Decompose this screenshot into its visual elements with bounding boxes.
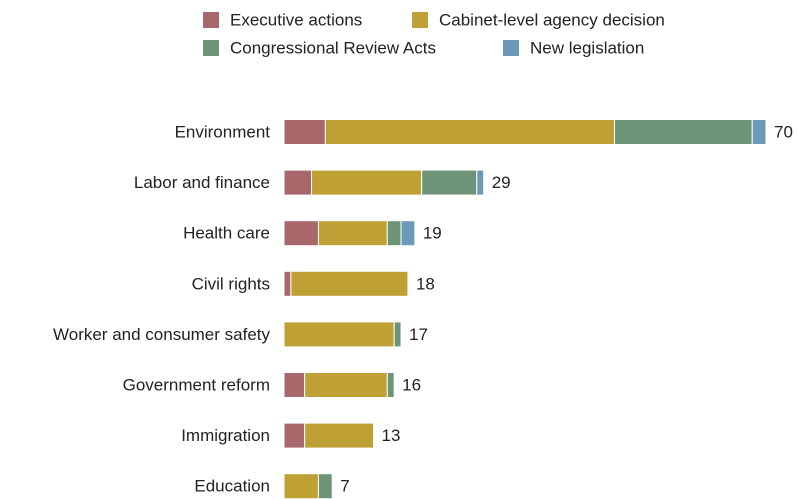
bar-segment [283, 220, 319, 247]
bar-segment [317, 473, 333, 499]
bar-segment [317, 220, 388, 247]
category-label: Health care [183, 224, 270, 243]
bar-segment [393, 321, 402, 348]
total-label: 13 [382, 426, 401, 445]
bar-segment [400, 220, 416, 247]
bar-segment [386, 220, 402, 247]
legend-swatch [412, 12, 428, 28]
bar-segment [614, 119, 753, 145]
bar-segment [386, 372, 395, 398]
bar-segment [283, 321, 395, 348]
category-label: Labor and finance [134, 173, 270, 192]
bar-segment [751, 119, 767, 145]
bar-segment [311, 169, 423, 196]
total-label: 7 [340, 477, 349, 496]
legend-swatch [503, 40, 519, 56]
bar-segment [283, 372, 306, 398]
legend-label: Congressional Review Acts [230, 38, 436, 57]
category-label: Government reform [123, 375, 270, 394]
legend-label: Cabinet-level agency decision [439, 10, 665, 29]
bar-segment [283, 422, 306, 449]
total-label: 70 [774, 122, 793, 141]
bar-segment [476, 169, 485, 196]
bar-segment [283, 473, 319, 499]
bar-segment [290, 270, 409, 297]
legend-swatch [203, 12, 219, 28]
total-label: 18 [416, 274, 435, 293]
bar-segment [421, 169, 478, 196]
category-label: Environment [175, 122, 271, 141]
bar-segment [304, 372, 388, 398]
total-label: 17 [409, 325, 428, 344]
category-label: Worker and consumer safety [53, 325, 270, 344]
legend-label: Executive actions [230, 10, 362, 29]
bar-segment [283, 270, 292, 297]
category-label: Immigration [181, 426, 270, 445]
bar-segment [283, 169, 313, 196]
bar-segment [324, 119, 616, 145]
legend-label: New legislation [530, 38, 644, 57]
total-label: 29 [492, 173, 511, 192]
category-label: Education [194, 477, 270, 496]
total-label: 19 [423, 224, 442, 243]
bar-segment [283, 119, 326, 145]
legend-swatch [203, 40, 219, 56]
bar-segment [304, 422, 375, 449]
total-label: 16 [402, 375, 421, 394]
category-label: Civil rights [192, 274, 270, 293]
